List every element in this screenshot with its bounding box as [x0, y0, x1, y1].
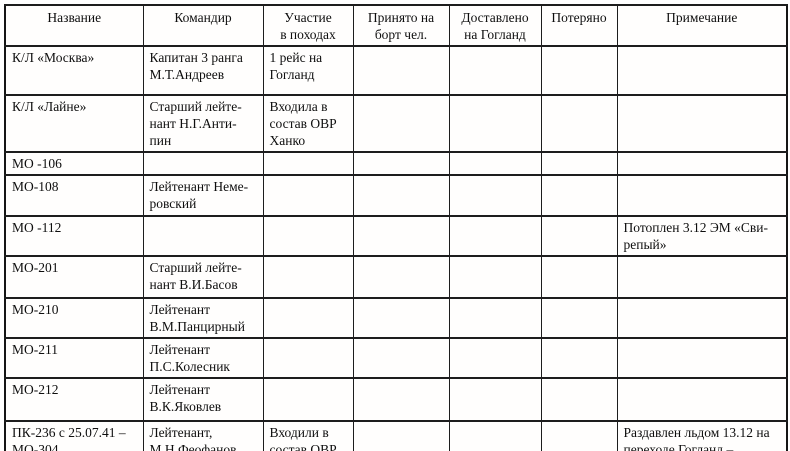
cell-delivered [448, 420, 542, 451]
cell-commander: Лейтенант П.С.Колесник [142, 337, 264, 379]
cell-name: ПК-236 с 25.07.41 – МО-304 [4, 420, 144, 451]
cell-campaigns [262, 337, 354, 379]
table-row: МО -112 Потоплен 3.12 ЭМ «Сви- репый» [4, 215, 788, 257]
cell-commander: Лейтенант Неме- ровский [142, 174, 264, 217]
cell-taken-aboard [352, 94, 450, 153]
cell-commander: Лейтенант, М.Н.Феофанов [142, 420, 264, 451]
cell-delivered [448, 255, 542, 299]
cell-commander: Капитан 3 ранга М.Т.Андреев [142, 45, 264, 96]
cell-name: МО -112 [4, 215, 144, 257]
cell-campaigns: Входили в состав ОВР Ханко [262, 420, 354, 451]
cell-name: МО-108 [4, 174, 144, 217]
cell-lost [540, 377, 618, 422]
cell-lost [540, 174, 618, 217]
cell-commander [142, 151, 264, 176]
cell-name: К/Л «Москва» [4, 45, 144, 96]
header-taken-aboard: Принято на борт чел. [352, 4, 450, 47]
cell-taken-aboard [352, 420, 450, 451]
cell-delivered [448, 174, 542, 217]
cell-commander: Старший лейте- нант Н.Г.Анти- пин [142, 94, 264, 153]
table-row: МО-210 Лейтенант В.М.Панцирный [4, 297, 788, 339]
cell-campaigns [262, 215, 354, 257]
table-row: МО -106 [4, 151, 788, 176]
cell-campaigns [262, 174, 354, 217]
cell-campaigns: Входила в состав ОВР Ханко [262, 94, 354, 153]
cell-delivered [448, 297, 542, 339]
table-row: К/Л «Лайне» Старший лейте- нант Н.Г.Анти… [4, 94, 788, 153]
cell-name: МО-210 [4, 297, 144, 339]
header-campaigns: Участие в походах [262, 4, 354, 47]
cell-campaigns [262, 297, 354, 339]
cell-name: МО-211 [4, 337, 144, 379]
cell-campaigns [262, 151, 354, 176]
cell-delivered [448, 377, 542, 422]
cell-lost [540, 420, 618, 451]
cell-delivered [448, 45, 542, 96]
cell-commander: Старший лейте- нант В.И.Басов [142, 255, 264, 299]
table-row: МО-212 Лейтенант В.К.Яковлев [4, 377, 788, 422]
table-row: МО-211 Лейтенант П.С.Колесник [4, 337, 788, 379]
table-header-row: Название Командир Участие в походах Прин… [4, 4, 788, 47]
cell-delivered [448, 94, 542, 153]
cell-name: МО-212 [4, 377, 144, 422]
cell-note [616, 94, 788, 153]
cell-taken-aboard [352, 377, 450, 422]
cell-taken-aboard [352, 151, 450, 176]
cell-lost [540, 215, 618, 257]
cell-delivered [448, 151, 542, 176]
cell-name: К/Л «Лайне» [4, 94, 144, 153]
cell-lost [540, 45, 618, 96]
table-row: К/Л «Москва» Капитан 3 ранга М.Т.Андреев… [4, 45, 788, 96]
cell-note [616, 297, 788, 339]
table-row: МО-108 Лейтенант Неме- ровский [4, 174, 788, 217]
cell-commander [142, 215, 264, 257]
header-lost: Потеряно [540, 4, 618, 47]
cell-note [616, 45, 788, 96]
ships-table: Название Командир Участие в походах Прин… [4, 4, 788, 451]
table-row: МО-201 Старший лейте- нант В.И.Басов [4, 255, 788, 299]
header-commander: Командир [142, 4, 264, 47]
cell-lost [540, 337, 618, 379]
cell-lost [540, 94, 618, 153]
table-row: ПК-236 с 25.07.41 – МО-304 Лейтенант, М.… [4, 420, 788, 451]
header-delivered: Доставлено на Гогланд [448, 4, 542, 47]
cell-delivered [448, 215, 542, 257]
cell-note [616, 151, 788, 176]
cell-delivered [448, 337, 542, 379]
cell-campaigns [262, 377, 354, 422]
cell-taken-aboard [352, 255, 450, 299]
cell-campaigns [262, 255, 354, 299]
cell-campaigns: 1 рейс на Гогланд [262, 45, 354, 96]
cell-lost [540, 255, 618, 299]
cell-taken-aboard [352, 215, 450, 257]
header-name: Название [4, 4, 144, 47]
cell-commander: Лейтенант В.М.Панцирный [142, 297, 264, 339]
cell-note: Потоплен 3.12 ЭМ «Сви- репый» [616, 215, 788, 257]
header-note: Примечание [616, 4, 788, 47]
cell-taken-aboard [352, 174, 450, 217]
cell-note [616, 174, 788, 217]
cell-name: МО-201 [4, 255, 144, 299]
cell-commander: Лейтенант В.К.Яковлев [142, 377, 264, 422]
cell-name: МО -106 [4, 151, 144, 176]
cell-note [616, 255, 788, 299]
cell-lost [540, 297, 618, 339]
cell-taken-aboard [352, 297, 450, 339]
cell-taken-aboard [352, 45, 450, 96]
cell-note [616, 377, 788, 422]
cell-taken-aboard [352, 337, 450, 379]
cell-note [616, 337, 788, 379]
cell-note: Раздавлен льдом 13.12 на переходе Гоглан… [616, 420, 788, 451]
cell-lost [540, 151, 618, 176]
